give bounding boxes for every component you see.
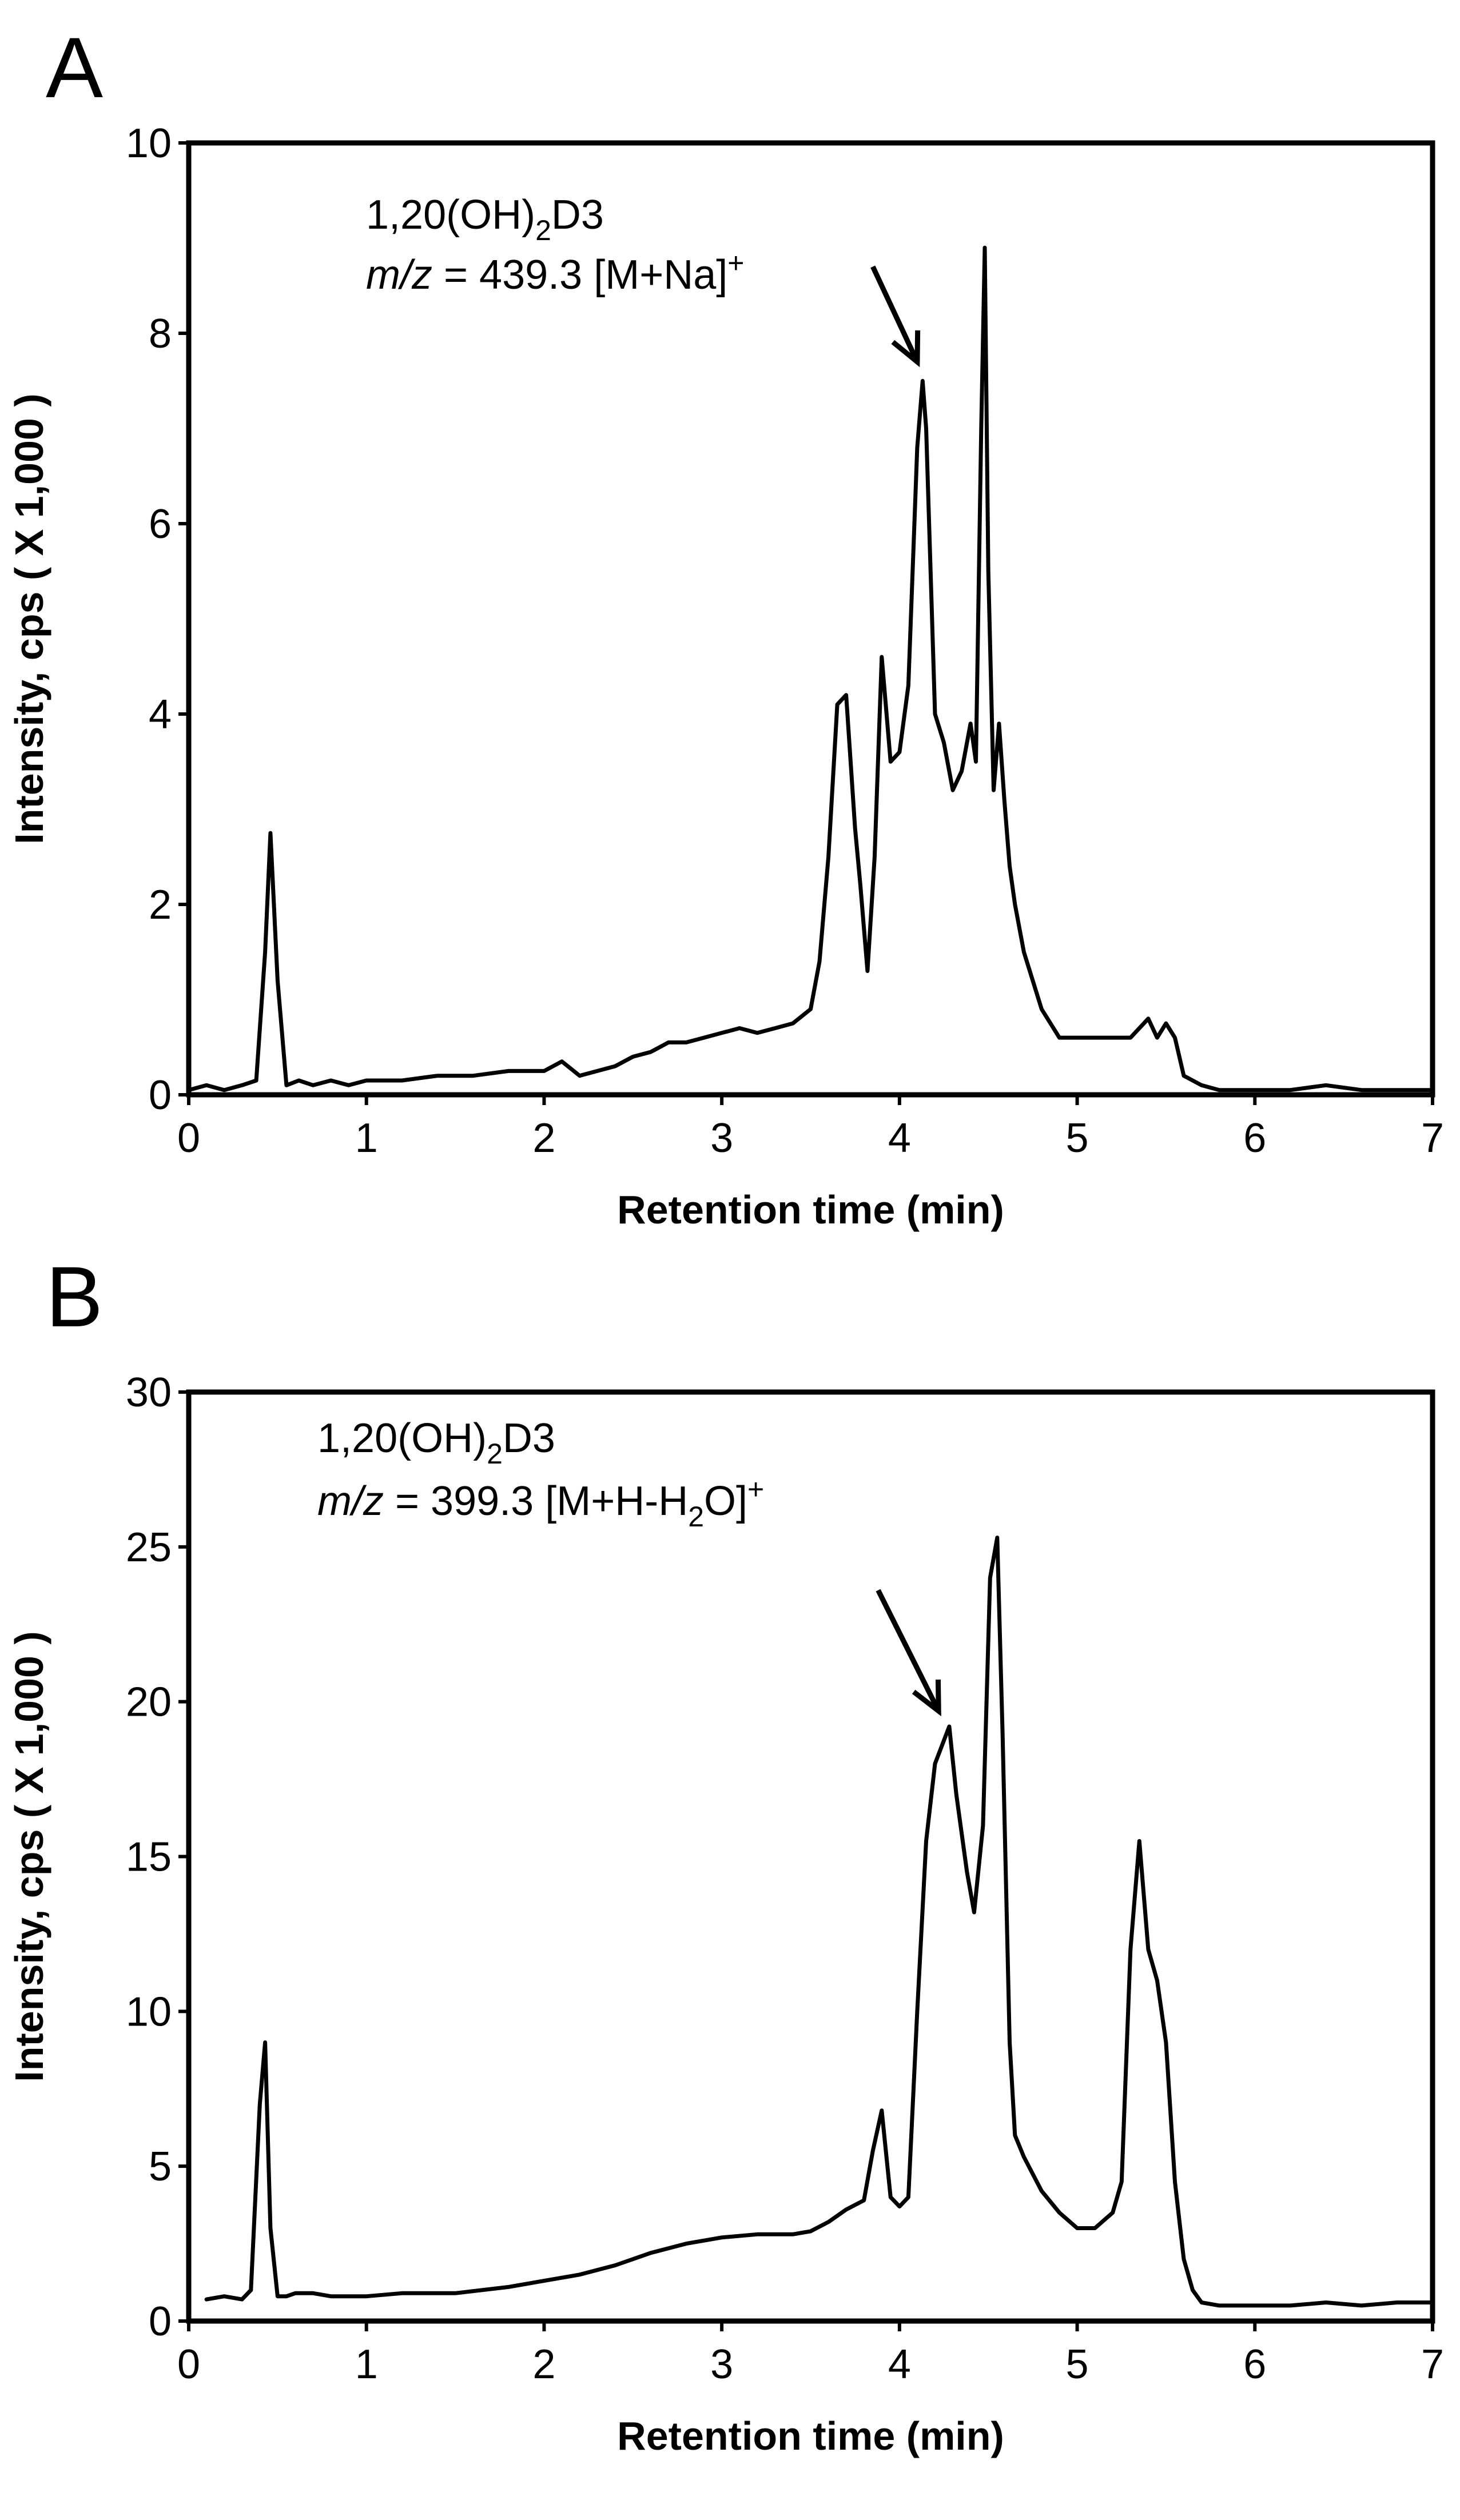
annotation-b-line2: m/z = 399.3 [M+H-H2O]+ (317, 1473, 764, 1533)
y-tick-label: 20 (126, 1680, 172, 1725)
panel-b: B 1,20(OH)2D3 m/z = 399.3 [M+H-H2O]+ 0 1 2… (7, 1249, 1444, 2458)
x-tick-label: 6 (1243, 1115, 1266, 1161)
y-tick-label: 0 (149, 1072, 172, 1118)
y-tick-label: 8 (149, 311, 172, 357)
x-tick-label: 0 (177, 2342, 200, 2387)
y-tick-label: 5 (149, 2144, 172, 2190)
y-tick-label: 25 (126, 1525, 172, 1570)
x-axis-label: Retention time (min) (617, 1187, 1004, 1232)
y-tick-label: 0 (149, 2299, 172, 2344)
panel-label-a: A (46, 19, 103, 115)
y-axis-label: Intensity, cps ( X 1,000 ) (7, 1631, 51, 2082)
x-tick-label: 2 (532, 2342, 555, 2387)
x-tick-label: 3 (710, 2342, 733, 2387)
plot-frame (186, 1389, 1435, 2324)
annotation-arrowhead (891, 330, 921, 368)
annotation-arrowhead (912, 1679, 941, 1717)
y-tick-label: 10 (126, 1989, 172, 2035)
series-line-b (204, 1536, 1435, 2308)
y-tick-label: 2 (149, 882, 172, 928)
annotation-a-line2: m/z = 439.3 [M+Na]+ (366, 247, 745, 298)
panel-a: A 1,20(OH)2D3 m/z = 439.3 [M+Na]+ 0 1 2 3 4 5… (7, 19, 1444, 1232)
y-tick-label: 10 (126, 121, 172, 166)
y-tick-label: 4 (149, 692, 172, 737)
x-tick-label: 1 (355, 1115, 378, 1161)
x-tick-label: 3 (710, 1115, 733, 1161)
x-tick-label: 7 (1421, 1115, 1444, 1161)
annotation-arrow (876, 1589, 941, 1712)
annotation-a-line1: 1,20(OH)2D3 (366, 192, 604, 246)
x-axis-label: Retention time (min) (617, 2414, 1004, 2458)
plot-frame (186, 140, 1435, 1098)
series-line-a (186, 245, 1435, 1092)
x-tick-label: 2 (532, 1115, 555, 1161)
y-axis-label: Intensity, cps ( X 1,000 ) (7, 393, 51, 844)
x-tick-label: 6 (1243, 2342, 1266, 2387)
x-tick-label: 7 (1421, 2342, 1444, 2387)
x-tick-label: 0 (177, 1115, 200, 1161)
y-tick-label: 15 (126, 1835, 172, 1880)
x-tick-label: 1 (355, 2342, 378, 2387)
annotation-arrow (870, 265, 920, 363)
y-tick-label: 6 (149, 501, 172, 547)
x-tick-label: 5 (1066, 1115, 1089, 1161)
y-tick-label: 30 (126, 1370, 172, 1415)
x-tick-label: 5 (1066, 2342, 1089, 2387)
x-tick-label: 4 (888, 1115, 911, 1161)
panel-label-b: B (46, 1249, 103, 1345)
annotation-b-line1: 1,20(OH)2D3 (317, 1415, 555, 1470)
x-tick-label: 4 (888, 2342, 911, 2387)
